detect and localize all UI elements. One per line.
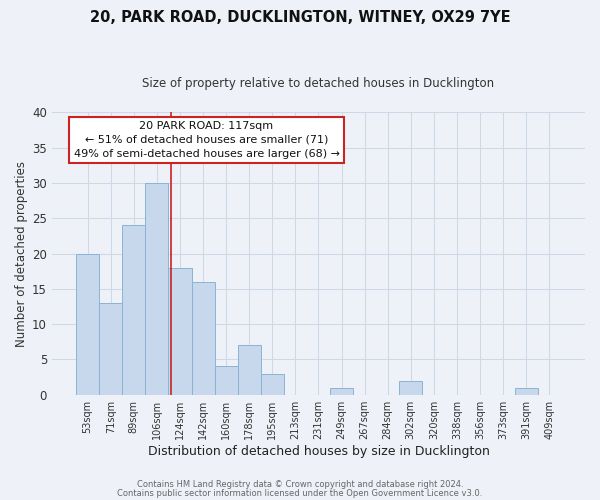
Bar [76,254,99,394]
Text: Contains public sector information licensed under the Open Government Licence v3: Contains public sector information licen… [118,488,482,498]
Bar [169,268,191,394]
Bar [122,226,145,394]
Y-axis label: Number of detached properties: Number of detached properties [15,160,28,346]
Bar [99,303,122,394]
Bar [261,374,284,394]
Bar [330,388,353,394]
Bar [215,366,238,394]
X-axis label: Distribution of detached houses by size in Ducklington: Distribution of detached houses by size … [148,444,490,458]
Bar [145,183,169,394]
Title: Size of property relative to detached houses in Ducklington: Size of property relative to detached ho… [142,78,494,90]
Bar [191,282,215,395]
Bar [238,346,261,395]
Text: 20, PARK ROAD, DUCKLINGTON, WITNEY, OX29 7YE: 20, PARK ROAD, DUCKLINGTON, WITNEY, OX29… [89,10,511,25]
Bar [399,380,422,394]
Text: Contains HM Land Registry data © Crown copyright and database right 2024.: Contains HM Land Registry data © Crown c… [137,480,463,489]
Text: 20 PARK ROAD: 117sqm
← 51% of detached houses are smaller (71)
49% of semi-detac: 20 PARK ROAD: 117sqm ← 51% of detached h… [74,121,340,159]
Bar [515,388,538,394]
